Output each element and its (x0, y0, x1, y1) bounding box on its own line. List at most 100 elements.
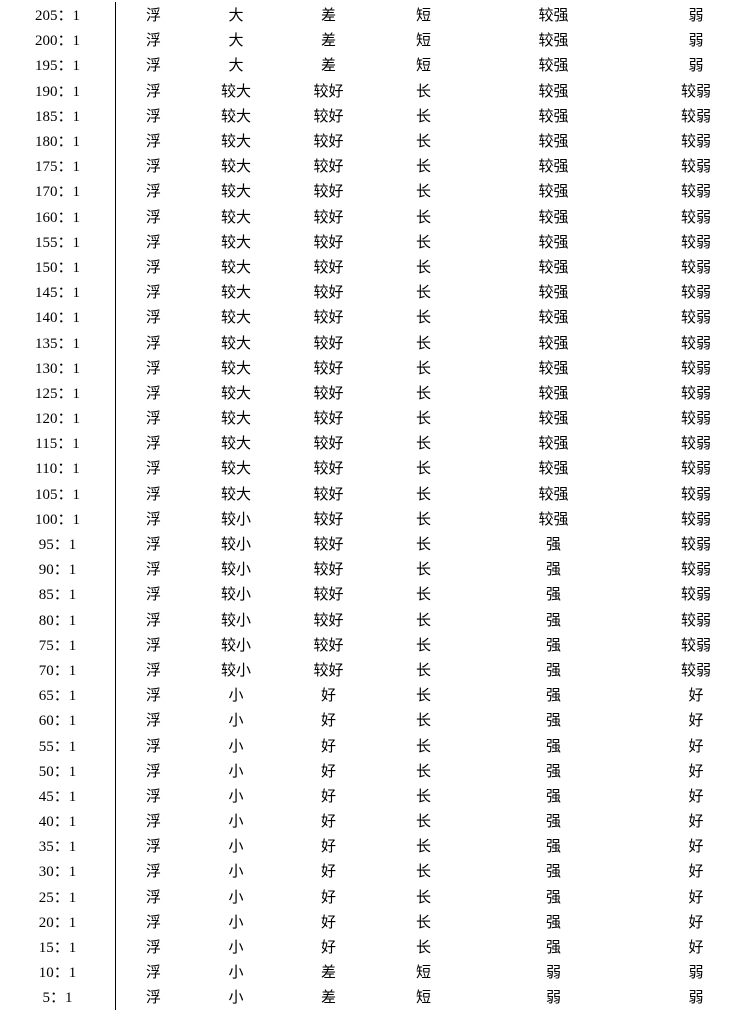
table-cell: 好 (281, 707, 376, 732)
table-cell: 浮 (116, 355, 192, 380)
table-cell: 较大 (191, 455, 281, 480)
table-cell: 浮 (116, 984, 192, 1009)
table-cell: 长 (376, 506, 471, 531)
table-cell: 差 (281, 959, 376, 984)
table-cell: 较强 (471, 380, 636, 405)
table-cell: 浮 (116, 304, 192, 329)
table-cell: 较弱 (636, 279, 755, 304)
table-cell: 浮 (116, 732, 192, 757)
table-row: 40：1浮小好长强好 (0, 808, 755, 833)
table-cell: 好 (281, 732, 376, 757)
data-table-wrap: 205：1浮大差短较强弱200：1浮大差短较强弱195：1浮大差短较强弱190：… (0, 0, 755, 1012)
table-row: 120：1浮较大较好长较强较弱 (0, 405, 755, 430)
table-row: 55：1浮小好长强好 (0, 732, 755, 757)
table-cell: 浮 (116, 128, 192, 153)
table-cell: 浮 (116, 153, 192, 178)
table-row: 195：1浮大差短较强弱 (0, 52, 755, 77)
table-cell: 较大 (191, 254, 281, 279)
table-cell: 20：1 (0, 909, 116, 934)
table-cell: 150：1 (0, 254, 116, 279)
table-cell: 长 (376, 405, 471, 430)
table-cell: 较弱 (636, 254, 755, 279)
table-cell: 小 (191, 732, 281, 757)
table-cell: 小 (191, 959, 281, 984)
table-cell: 强 (471, 607, 636, 632)
table-cell: 浮 (116, 808, 192, 833)
table-row: 15：1浮小好长强好 (0, 934, 755, 959)
table-cell: 较弱 (636, 178, 755, 203)
table-cell: 小 (191, 934, 281, 959)
table-cell: 长 (376, 531, 471, 556)
table-cell: 125：1 (0, 380, 116, 405)
table-cell: 好 (636, 884, 755, 909)
table-cell: 短 (376, 984, 471, 1009)
table-cell: 浮 (116, 229, 192, 254)
table-cell: 大 (191, 27, 281, 52)
table-cell: 较强 (471, 455, 636, 480)
table-cell: 40：1 (0, 808, 116, 833)
table-cell: 小 (191, 833, 281, 858)
table-cell: 浮 (116, 103, 192, 128)
table-cell: 浮 (116, 506, 192, 531)
table-cell: 强 (471, 531, 636, 556)
table-cell: 差 (281, 27, 376, 52)
table-cell: 浮 (116, 455, 192, 480)
table-cell: 较弱 (636, 430, 755, 455)
table-cell: 25：1 (0, 884, 116, 909)
table-cell: 浮 (116, 279, 192, 304)
table-cell: 较小 (191, 581, 281, 606)
table-cell: 浮 (116, 783, 192, 808)
table-cell: 长 (376, 732, 471, 757)
table-row: 80：1浮较小较好长强较弱 (0, 607, 755, 632)
table-cell: 浮 (116, 430, 192, 455)
table-row: 155：1浮较大较好长较强较弱 (0, 229, 755, 254)
table-cell: 175：1 (0, 153, 116, 178)
table-cell: 较大 (191, 481, 281, 506)
table-cell: 浮 (116, 52, 192, 77)
table-cell: 强 (471, 909, 636, 934)
table-cell: 长 (376, 657, 471, 682)
table-cell: 好 (636, 808, 755, 833)
table-cell: 90：1 (0, 556, 116, 581)
table-cell: 好 (636, 707, 755, 732)
table-cell: 较弱 (636, 531, 755, 556)
table-cell: 较好 (281, 329, 376, 354)
table-cell: 浮 (116, 833, 192, 858)
table-cell: 50：1 (0, 758, 116, 783)
table-cell: 较强 (471, 2, 636, 27)
table-cell: 155：1 (0, 229, 116, 254)
table-row: 60：1浮小好长强好 (0, 707, 755, 732)
table-cell: 较强 (471, 254, 636, 279)
table-cell: 浮 (116, 380, 192, 405)
table-cell: 好 (281, 833, 376, 858)
table-cell: 较弱 (636, 304, 755, 329)
table-cell: 弱 (636, 959, 755, 984)
table-cell: 小 (191, 783, 281, 808)
table-cell: 70：1 (0, 657, 116, 682)
table-cell: 长 (376, 783, 471, 808)
table-cell: 长 (376, 204, 471, 229)
table-cell: 浮 (116, 556, 192, 581)
table-cell: 短 (376, 959, 471, 984)
table-cell: 较强 (471, 128, 636, 153)
table-cell: 85：1 (0, 581, 116, 606)
table-row: 200：1浮大差短较强弱 (0, 27, 755, 52)
table-cell: 较弱 (636, 103, 755, 128)
table-cell: 较强 (471, 229, 636, 254)
table-cell: 强 (471, 657, 636, 682)
table-cell: 较好 (281, 229, 376, 254)
table-cell: 105：1 (0, 481, 116, 506)
table-cell: 较大 (191, 229, 281, 254)
table-cell: 好 (636, 934, 755, 959)
table-cell: 差 (281, 984, 376, 1009)
table-cell: 长 (376, 707, 471, 732)
table-row: 5：1浮小差短弱弱 (0, 984, 755, 1009)
table-cell: 强 (471, 682, 636, 707)
table-cell: 较好 (281, 506, 376, 531)
table-cell: 80：1 (0, 607, 116, 632)
table-cell: 较弱 (636, 481, 755, 506)
table-cell: 较好 (281, 128, 376, 153)
table-row: 175：1浮较大较好长较强较弱 (0, 153, 755, 178)
table-cell: 浮 (116, 204, 192, 229)
table-cell: 较强 (471, 279, 636, 304)
